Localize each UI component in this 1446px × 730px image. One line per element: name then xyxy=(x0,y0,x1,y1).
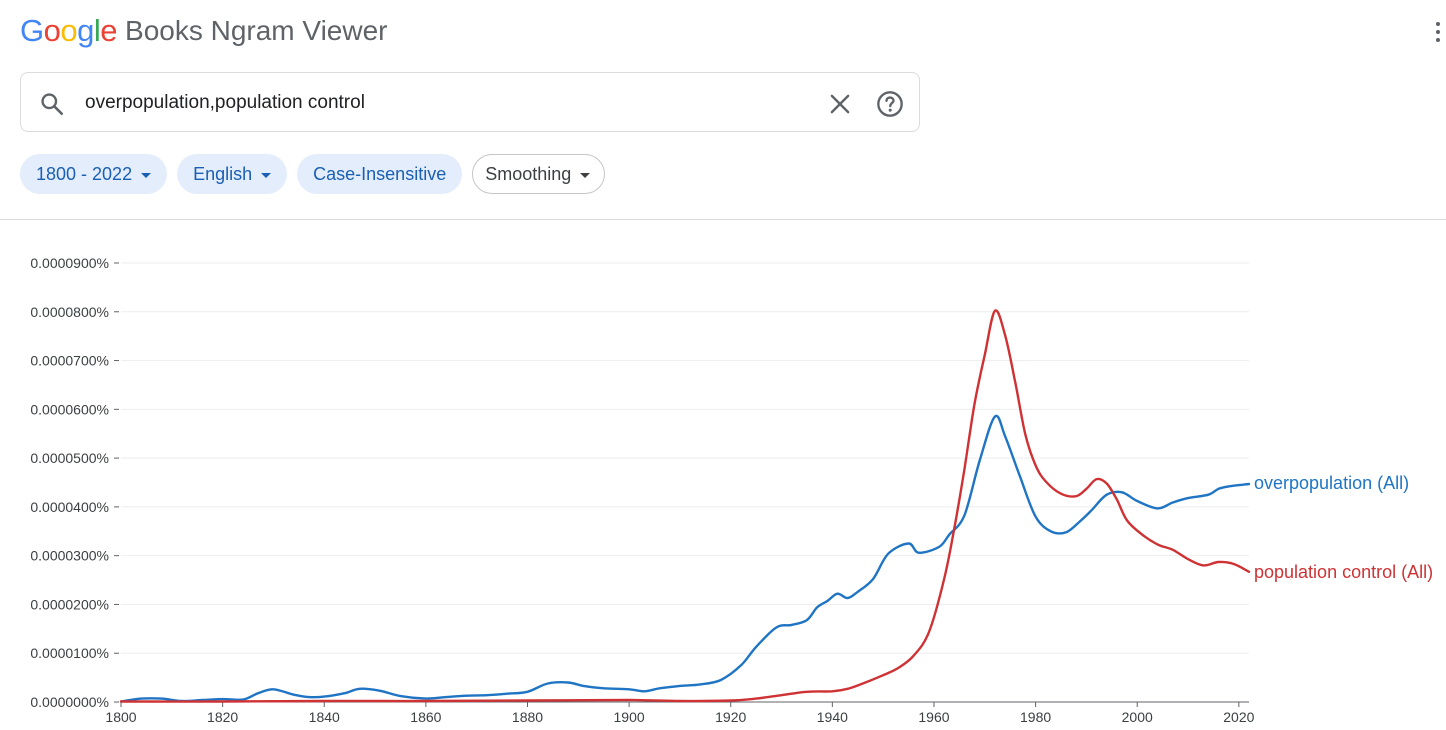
x-axis: 1800 1820 1840 1860 1880 1900 1920 1940 1960 1980… xyxy=(105,701,1255,725)
x-tick-label: 1920 xyxy=(715,709,746,725)
y-tick-label: 0.0000700% xyxy=(30,353,109,369)
y-tick-label: 0.0000800% xyxy=(30,304,109,320)
logo-letter: l xyxy=(93,13,101,48)
app-logo[interactable]: Google Books Ngram Viewer xyxy=(20,10,388,52)
series-line-2 xyxy=(119,309,1251,703)
logo-letter: e xyxy=(100,13,118,48)
logo-letter: g xyxy=(77,13,94,48)
series-line-1 xyxy=(119,414,1251,703)
y-tick-label: 0.0000200% xyxy=(30,596,109,612)
x-tick-label: 1940 xyxy=(817,709,848,725)
x-tick-label: 2000 xyxy=(1122,709,1153,725)
help-icon[interactable] xyxy=(876,90,904,118)
y-tick-label: 0.0000300% xyxy=(30,548,109,564)
more-vert-icon[interactable] xyxy=(1430,17,1446,47)
chart-series: overpopulation (All) population control (… xyxy=(119,309,1433,703)
y-tick-label: 0.0000400% xyxy=(30,499,109,515)
corpus-label: English xyxy=(193,163,253,184)
x-tick-label: 1960 xyxy=(918,709,949,725)
google-wordmark: Google xyxy=(20,13,118,49)
y-tick-label: 0.0000500% xyxy=(30,450,109,466)
y-tick-label: 0.0000900% xyxy=(30,255,109,271)
corpus-dropdown[interactable]: English xyxy=(177,154,288,194)
case-label: Case-Insensitive xyxy=(313,163,447,184)
series-label-2: population control (All) xyxy=(1254,562,1433,582)
chevron-down-icon xyxy=(261,172,272,178)
x-tick-label: 1860 xyxy=(410,709,441,725)
chevron-down-icon xyxy=(580,172,591,178)
year-range-label: 1800 - 2022 xyxy=(36,163,133,184)
x-tick-label: 1880 xyxy=(512,709,543,725)
header-divider xyxy=(0,219,1446,220)
series-label-1: overpopulation (All) xyxy=(1254,473,1409,493)
product-name: Books Ngram Viewer xyxy=(125,15,388,46)
search-box xyxy=(20,72,920,132)
y-tick-label: 0.0000600% xyxy=(30,401,109,417)
y-tick-label: 0.0000000% xyxy=(30,694,109,710)
year-range-dropdown[interactable]: 1800 - 2022 xyxy=(20,154,168,194)
x-tick-label: 1980 xyxy=(1020,709,1051,725)
x-tick-label: 2020 xyxy=(1223,709,1254,725)
case-insensitive-toggle[interactable]: Case-Insensitive xyxy=(297,154,463,194)
x-tick-label: 1800 xyxy=(105,709,136,725)
logo-letter: G xyxy=(20,13,44,48)
logo-letter: o xyxy=(43,13,61,48)
x-tick-label: 1840 xyxy=(309,709,340,725)
smoothing-dropdown[interactable]: Smoothing xyxy=(472,154,606,194)
ngram-chart: 0.0000000% 0.0000100% 0.0000200% 0.0000300%… xyxy=(30,255,1433,725)
search-input[interactable] xyxy=(85,87,805,119)
x-tick-label: 1820 xyxy=(207,709,238,725)
smoothing-label: Smoothing xyxy=(485,163,572,184)
chart-grid xyxy=(121,262,1249,654)
close-icon[interactable] xyxy=(827,91,853,117)
search-icon[interactable] xyxy=(39,91,65,117)
filter-bar: 1800 - 2022 English Case-Insensitive Smo… xyxy=(20,154,606,194)
logo-letter: o xyxy=(60,13,78,48)
y-tick-label: 0.0000100% xyxy=(30,645,109,661)
chevron-down-icon xyxy=(141,172,152,178)
x-tick-label: 1900 xyxy=(614,709,645,725)
y-axis: 0.0000000% 0.0000100% 0.0000200% 0.0000300%… xyxy=(30,255,119,710)
